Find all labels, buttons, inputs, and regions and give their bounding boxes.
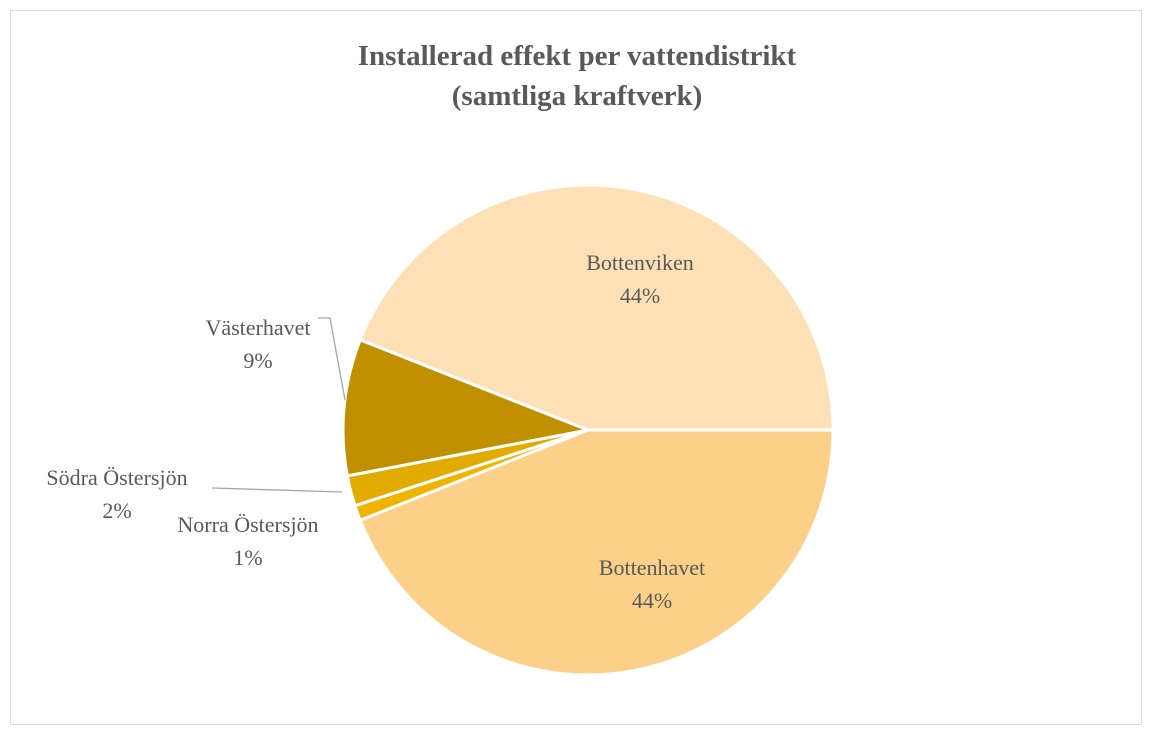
- slice-value-label: 44%: [620, 283, 660, 308]
- slice-value-label: 2%: [102, 498, 131, 523]
- slice-label: Bottenviken: [586, 250, 694, 275]
- leader-line: [211, 487, 343, 493]
- slice-label: Södra Östersjön: [46, 465, 187, 490]
- slice-value-label: 44%: [632, 588, 672, 613]
- slice-label: Norra Östersjön: [177, 512, 318, 537]
- slice-value-label: 9%: [243, 348, 272, 373]
- chart-title: (samtliga kraftverk): [452, 80, 702, 112]
- slice-label: Västerhavet: [205, 315, 310, 340]
- pie-slice: [341, 337, 594, 478]
- leader-line: [318, 317, 346, 401]
- slice-value-label: 1%: [233, 545, 262, 570]
- pie-slice: [358, 183, 835, 432]
- slice-label: Bottenhavet: [599, 555, 705, 580]
- pie-slice: [358, 428, 835, 677]
- chart-title: Installerad effekt per vattendistrikt: [358, 40, 797, 72]
